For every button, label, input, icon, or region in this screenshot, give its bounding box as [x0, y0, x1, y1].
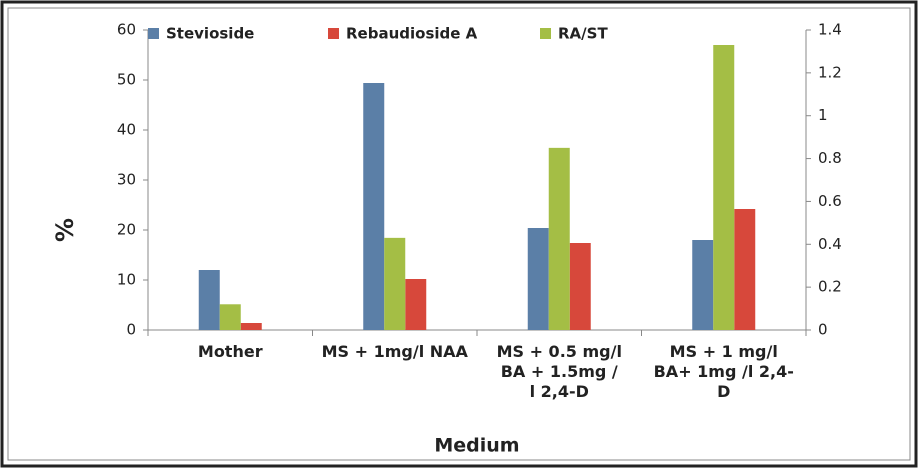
bar [713, 45, 735, 330]
bar [219, 304, 241, 330]
y2-tick-label: 0.4 [818, 235, 842, 253]
bar [405, 279, 427, 330]
y2-tick-label: 1 [818, 106, 828, 124]
legend-label: RA/ST [558, 25, 608, 43]
legend-label: Rebaudioside A [346, 25, 478, 43]
legend-label: Stevioside [166, 25, 254, 43]
y2-tick-label: 1.4 [818, 21, 842, 39]
y-tick-label: 0 [126, 321, 136, 339]
y2-tick-label: 0 [818, 321, 828, 339]
legend-swatch [148, 28, 159, 39]
y-tick-label: 40 [117, 121, 136, 139]
bar [240, 323, 262, 330]
x-tick-label: MS + 0.5 mg/l BA + 1.5mg / l 2,4-D [496, 342, 622, 401]
legend-swatch [540, 28, 551, 39]
x-tick-label: Mother [197, 342, 263, 361]
y2-tick-label: 1.2 [818, 63, 842, 81]
y-tick-label: 30 [117, 171, 136, 189]
bar [734, 209, 756, 330]
y-tick-label: 10 [117, 271, 136, 289]
inner-frame [7, 7, 911, 461]
bar [363, 83, 385, 330]
y-tick-label: 50 [117, 71, 136, 89]
bar [527, 228, 549, 330]
y2-tick-label: 0.8 [818, 149, 842, 167]
y-axis-label: % [51, 218, 79, 242]
bar [198, 270, 220, 330]
x-tick-label: MS + 1 mg/l BA+ 1mg /l 2,4-D [653, 342, 794, 401]
bar [548, 147, 570, 330]
x-axis-label: Medium [434, 435, 519, 457]
bar [384, 237, 406, 330]
y-tick-label: 20 [117, 221, 136, 239]
y-tick-label: 60 [117, 21, 136, 39]
x-tick-label: MS + 1mg/l NAA [321, 342, 468, 361]
y2-tick-label: 0.2 [818, 278, 842, 296]
bar [569, 243, 591, 330]
y2-tick-label: 0.6 [818, 192, 842, 210]
legend-swatch [328, 28, 339, 39]
bar [692, 240, 714, 330]
